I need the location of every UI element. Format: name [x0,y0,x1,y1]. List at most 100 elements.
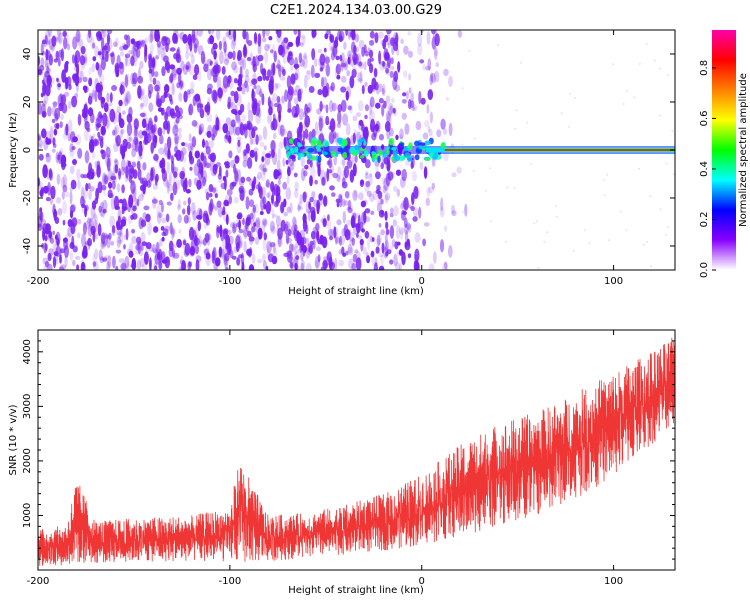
noise-speck [505,240,508,243]
noise-blob [168,184,173,192]
noise-blob [90,36,95,50]
noise-blob [224,262,229,270]
signal-blob [322,151,328,156]
noise-blob [419,161,424,171]
noise-blob [71,54,75,64]
signal-blob [342,151,348,159]
noise-blob [47,234,54,241]
noise-blob [273,50,277,63]
colorbar-label: Normalized spectral amplitude [738,73,749,227]
noise-blob [45,63,51,68]
noise-blob [41,79,45,84]
noise-blob [253,84,257,90]
noise-speck [461,211,464,213]
noise-blob [208,192,213,198]
noise-blob [221,66,226,75]
noise-blob [391,97,395,104]
noise-blob [285,232,290,245]
noise-blob [394,84,401,92]
noise-blob [268,100,273,110]
noise-blob [44,228,50,235]
noise-blob [122,110,126,115]
noise-blob [444,225,448,233]
noise-blob [131,263,137,269]
noise-blob [422,132,429,140]
noise-blob [160,226,165,231]
noise-blob [335,55,340,61]
noise-blob [242,149,247,158]
noise-blob [132,72,138,85]
noise-blob [232,224,238,233]
noise-blob [100,232,106,245]
noise-blob [233,30,237,42]
noise-blob [306,262,312,270]
noise-blob [277,103,282,114]
noise-blob [367,236,371,250]
noise-blob [227,229,232,235]
noise-blob [185,61,191,71]
noise-blob [124,54,128,67]
noise-blob [224,267,229,270]
noise-blob [222,123,229,134]
noise-blob [255,217,261,228]
signal-blob [404,152,411,158]
noise-blob [369,193,375,202]
noise-blob [181,260,187,270]
noise-blob [48,38,55,50]
noise-blob [56,196,61,204]
noise-blob [134,197,138,208]
noise-blob [384,240,390,253]
noise-blob [329,38,332,51]
noise-blob [166,152,172,160]
noise-blob [309,175,313,187]
noise-blob [390,57,394,65]
noise-blob [268,190,272,201]
noise-blob [158,212,163,218]
noise-blob [107,30,113,35]
noise-blob [166,66,170,74]
noise-blob [206,232,211,246]
noise-blob [364,159,371,169]
noise-blob [404,160,410,166]
noise-blob [341,228,347,237]
noise-speck [622,103,625,105]
noise-blob [280,40,285,53]
noise-blob [198,124,202,136]
noise-speck [602,178,605,181]
noise-blob [133,136,139,146]
noise-blob [237,169,241,183]
noise-blob [135,48,141,58]
noise-blob [381,83,386,97]
colorbar: 0.00.20.40.60.8 Normalized spectral ampl… [699,30,749,278]
noise-blob [235,126,241,136]
noise-blob [377,232,382,245]
noise-blob [120,262,127,270]
noise-blob [138,130,144,139]
signal-blob [316,139,322,145]
noise-blob [347,243,353,254]
noise-speck [568,125,571,128]
noise-blob [248,234,254,246]
noise-blob [359,179,364,188]
noise-blob [342,210,346,224]
noise-blob [380,254,384,267]
noise-blob [184,142,188,147]
noise-blob [293,30,298,35]
noise-blob [92,42,96,49]
noise-blob [351,154,356,164]
noise-blob [361,84,365,95]
noise-blob [69,147,75,158]
noise-blob [227,30,234,40]
noise-blob [45,152,50,158]
noise-blob [295,265,300,270]
noise-blob [255,175,260,187]
noise-blob [335,63,341,75]
noise-blob [425,197,430,207]
noise-speck [555,215,558,218]
noise-blob [118,118,125,129]
noise-blob [56,30,61,38]
noise-blob [42,185,49,194]
noise-blob [223,255,230,266]
noise-blob [387,42,391,49]
noise-blob [150,141,154,154]
